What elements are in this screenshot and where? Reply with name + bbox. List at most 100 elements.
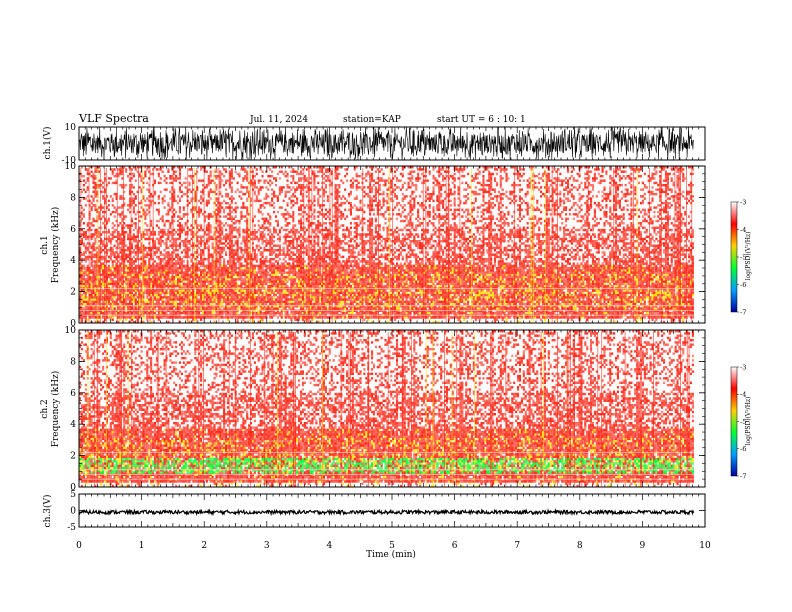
spectrogram-cell — [83, 265, 85, 267]
spectrogram-cell — [112, 204, 114, 206]
spectrogram-cell — [102, 262, 104, 264]
spectrogram-cell — [121, 224, 123, 226]
spectrogram-cell — [133, 262, 135, 264]
spectrogram-cell — [91, 238, 93, 240]
spectrogram-cell — [102, 283, 104, 285]
spectrogram-cell — [114, 206, 116, 208]
spectrogram-cell — [94, 177, 96, 179]
spectrogram-cell — [94, 278, 96, 280]
spectrogram-cell — [102, 182, 104, 184]
spectrogram-cell — [127, 238, 129, 240]
spectrogram-cell — [83, 236, 85, 238]
spectrogram-cell — [114, 296, 116, 298]
spectrogram-cell — [114, 236, 116, 238]
spectrogram-cell — [117, 280, 119, 282]
spectrogram-cell — [121, 303, 123, 305]
spectrogram-cell — [119, 294, 121, 296]
spectrogram-cell — [112, 233, 114, 235]
spectrogram-cell — [117, 294, 119, 296]
spectrogram-cell — [121, 269, 123, 271]
spectrogram-cell — [87, 247, 89, 249]
spectrogram-cell — [117, 278, 119, 280]
spectrogram-cell — [112, 294, 114, 296]
spectrogram-cell — [94, 253, 96, 255]
spectrogram-cell — [87, 292, 89, 294]
spectrogram-cell — [125, 168, 127, 170]
spectrogram-cell — [117, 206, 119, 208]
vlf-figure: VLF Spectra Jul. 11, 2024 station=KAP st… — [0, 0, 792, 612]
spectrogram-cell — [119, 195, 121, 197]
spectrogram-cell — [108, 240, 110, 242]
spectrogram-cell — [112, 271, 114, 273]
spectrogram-cell — [94, 285, 96, 287]
spectrogram-cell — [125, 170, 127, 172]
spectrogram-cell — [85, 182, 87, 184]
spectrogram-cell — [112, 303, 114, 305]
spectrogram-cell — [92, 249, 94, 251]
spectrogram-cell — [114, 231, 116, 233]
spectrogram-cell — [92, 285, 94, 287]
spectrogram-cell — [85, 303, 87, 305]
spectrogram-cell — [83, 274, 85, 276]
spectrogram-cell — [91, 222, 93, 224]
spectrogram-cell — [102, 231, 104, 233]
spectrogram-cell — [102, 197, 104, 199]
spectrogram-cell — [94, 271, 96, 273]
spectrogram-cell — [102, 240, 104, 242]
spectrogram-cell — [102, 278, 104, 280]
spectrogram-cell — [91, 175, 93, 177]
spectrogram-cell — [119, 285, 121, 287]
spectrogram-cell — [112, 236, 114, 238]
spectrogram-cell — [121, 197, 123, 199]
spectrogram-cell — [110, 247, 112, 249]
spectrogram-cell — [94, 292, 96, 294]
spectrogram-cell — [125, 283, 127, 285]
spectrogram-cell — [121, 258, 123, 260]
spectrogram-cell — [102, 271, 104, 273]
spectrogram-cell — [108, 249, 110, 251]
spectrogram-cell — [125, 231, 127, 233]
spectrogram-cell — [119, 276, 121, 278]
spectrogram-cell — [91, 294, 93, 296]
spectrogram-cell — [121, 312, 123, 314]
spectrogram-cell — [121, 240, 123, 242]
spectrogram-cell — [108, 231, 110, 233]
spectrogram-cell — [121, 206, 123, 208]
spectrogram-cell — [102, 307, 104, 309]
spectrogram-cell — [114, 193, 116, 195]
spectrogram-cell — [87, 224, 89, 226]
spectrogram-cell — [119, 233, 121, 235]
spectrogram-cell — [87, 249, 89, 251]
spectrogram-cell — [114, 224, 116, 226]
spectrogram-cell — [87, 242, 89, 244]
spectrogram-cell — [94, 289, 96, 291]
spectrogram-cell — [102, 211, 104, 213]
spectrogram-cell — [85, 247, 87, 249]
spectrogram-cell — [110, 280, 112, 282]
spectrogram-cell — [112, 283, 114, 285]
spectrogram-cell — [121, 177, 123, 179]
spectrogram-cell — [114, 265, 116, 267]
spectrogram-cell — [112, 197, 114, 199]
spectrogram-cell — [94, 238, 96, 240]
spectrogram-cell — [125, 294, 127, 296]
spectrogram-cell — [117, 236, 119, 238]
spectrogram-cell — [125, 253, 127, 255]
spectrogram-cell — [92, 247, 94, 249]
spectrogram-cell — [94, 188, 96, 190]
spectrogram-cell — [102, 256, 104, 258]
spectrogram-cell — [92, 220, 94, 222]
spectrogram-cell — [91, 280, 93, 282]
spectrogram-cell — [87, 271, 89, 273]
spectrogram-cell — [127, 236, 129, 238]
spectrogram-cell — [117, 247, 119, 249]
spectrogram-cell — [83, 303, 85, 305]
spectrogram-cell — [119, 213, 121, 215]
spectrogram-cell — [133, 278, 135, 280]
spectrogram-cell — [85, 283, 87, 285]
spectrogram-cell — [117, 224, 119, 226]
spectrogram-cell — [112, 265, 114, 267]
spectrogram-cell — [91, 278, 93, 280]
spectrogram-cell — [92, 283, 94, 285]
spectrogram-cell — [133, 289, 135, 291]
